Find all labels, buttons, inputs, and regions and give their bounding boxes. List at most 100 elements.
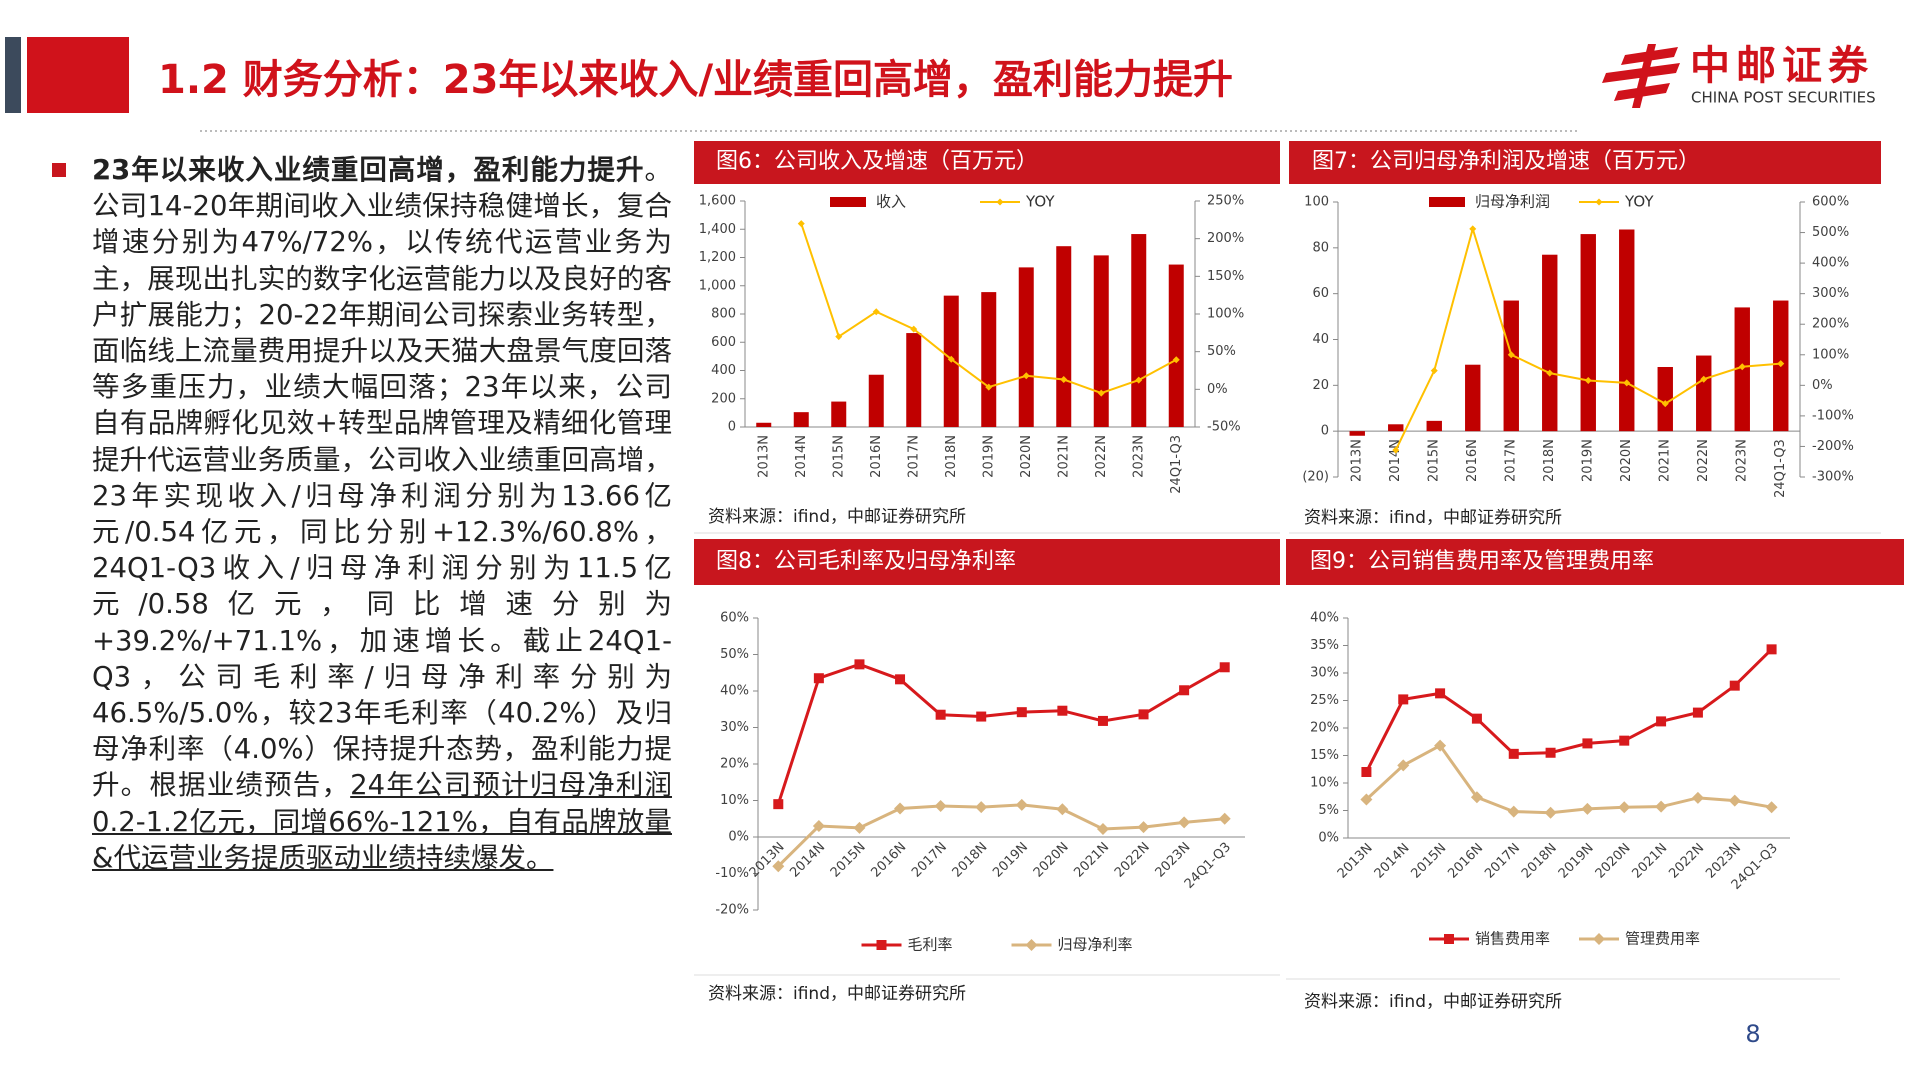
source-note: 资料来源：ifind，中邮证券研究所	[708, 984, 966, 1004]
marker	[1179, 685, 1190, 696]
legend-label: 管理费用率	[1625, 930, 1700, 948]
legend-marker	[1025, 939, 1038, 951]
panel-title: 图6：公司收入及增速（百万元）	[716, 149, 1038, 174]
bar	[1465, 364, 1481, 432]
x-tick-label: 24Q1-Q3	[1169, 435, 1184, 494]
y-tick-label: (20)	[1302, 470, 1329, 485]
y-tick-label: 1,000	[699, 278, 736, 293]
y-tick-label: 600	[711, 335, 736, 350]
source-note: 资料来源：ifind，中邮证券研究所	[708, 507, 966, 527]
y2-tick-label: 0%	[1812, 378, 1833, 393]
marker	[1470, 791, 1483, 804]
source-note: 资料来源：ifind，中邮证券研究所	[1304, 992, 1562, 1012]
legend-label: 毛利率	[908, 936, 953, 954]
legend-marker	[1444, 934, 1454, 944]
y2-tick-label: 600%	[1812, 195, 1849, 210]
y-tick-label: 30%	[1310, 666, 1339, 681]
logo-name: 中邮证券	[1690, 43, 1874, 89]
x-tick-label: 2013N	[1350, 439, 1365, 482]
x-tick-label: 2019N	[990, 840, 1031, 881]
line	[776, 662, 1226, 805]
body-underlined: 24年公司预计归母净利润0.2-1.2亿元，同增66%-121%，自有品牌放量&…	[92, 769, 673, 874]
legend-swatch	[1429, 197, 1465, 207]
legend-swatch	[830, 197, 866, 207]
marker	[1546, 369, 1554, 377]
y2-tick-label: 0%	[1207, 382, 1228, 397]
marker	[813, 673, 824, 684]
marker	[1544, 806, 1557, 819]
chart: 0% 5% 10% 15% 20% 25% 30% 35% 40% 2013N2014N2015N…	[1310, 611, 1790, 948]
marker	[1219, 662, 1230, 673]
marker	[1137, 821, 1150, 834]
marker	[797, 220, 805, 228]
y-tick-label: 10%	[1310, 776, 1339, 791]
marker	[1508, 748, 1519, 759]
x-tick-label: 2017N	[1482, 841, 1523, 882]
x-tick-label: 2019N	[1556, 841, 1597, 882]
y-tick-label: 0	[1321, 424, 1329, 439]
legend-label: 归母净利润	[1475, 193, 1550, 211]
y-tick-label: 30%	[720, 720, 749, 735]
marker	[976, 711, 987, 722]
x-tick-label: 2023N	[1735, 439, 1750, 482]
y-tick-label: 25%	[1310, 693, 1339, 708]
x-tick-label: 2018N	[1542, 439, 1557, 482]
x-tick-label: 2022N	[1112, 840, 1153, 881]
panel-title: 图7：公司归母净利润及增速（百万元）	[1312, 149, 1700, 174]
marker	[1545, 747, 1556, 758]
marker	[1507, 351, 1515, 359]
marker	[1022, 372, 1030, 380]
x-tick-label: 2019N	[981, 435, 996, 478]
marker	[910, 325, 918, 333]
marker	[1691, 791, 1704, 804]
line	[1365, 743, 1772, 815]
marker	[1656, 716, 1667, 727]
y-tick-label: 20	[1312, 378, 1329, 393]
y-tick-label: 35%	[1310, 638, 1339, 653]
x-tick-label: 2015N	[1409, 841, 1450, 882]
marker	[1728, 794, 1741, 807]
marker	[835, 333, 843, 341]
bar	[1388, 424, 1404, 432]
bar	[1503, 300, 1519, 432]
y2-tick-label: 400%	[1812, 256, 1849, 271]
marker	[935, 709, 946, 720]
x-tick-label: 2014N	[787, 840, 828, 881]
y2-tick-label: 500%	[1812, 225, 1849, 240]
marker	[1397, 759, 1410, 772]
y2-tick-label: 50%	[1207, 344, 1236, 359]
y-tick-label: 400	[711, 363, 736, 378]
y2-tick-label: -200%	[1812, 439, 1854, 454]
bar	[868, 374, 884, 427]
bar	[1657, 367, 1673, 432]
marker	[772, 860, 785, 873]
panel-header	[1289, 141, 1881, 184]
marker	[773, 799, 784, 810]
y2-tick-label: 250%	[1207, 194, 1244, 209]
y-tick-label: 1,400	[699, 222, 736, 237]
legend-label: YOY	[1624, 193, 1654, 211]
y-tick-label: 0	[728, 420, 736, 435]
marker	[1766, 644, 1777, 655]
marker	[1056, 803, 1069, 816]
bar	[1168, 264, 1184, 427]
x-tick-label: 2022N	[1094, 435, 1109, 478]
x-tick-label: 2021N	[1658, 439, 1673, 482]
x-tick-label: 2021N	[1630, 841, 1671, 882]
body-bold: 23年以来收入业绩重回高增，盈利能力提升	[92, 154, 645, 186]
x-tick-label: 2021N	[1056, 435, 1071, 478]
x-tick-label: 2022N	[1666, 841, 1707, 882]
marker	[1398, 694, 1409, 705]
x-tick-label: 2015N	[831, 435, 846, 478]
marker	[1361, 767, 1372, 777]
marker	[1623, 379, 1631, 387]
y2-tick-label: -300%	[1812, 470, 1854, 485]
x-tick-label: 2016N	[1465, 439, 1480, 482]
y-tick-label: 0%	[1318, 831, 1339, 846]
legend-label: 销售费用率	[1475, 930, 1550, 948]
marker	[1471, 713, 1482, 724]
y2-tick-label: -50%	[1207, 420, 1241, 435]
marker	[1692, 707, 1703, 718]
bar	[1542, 254, 1558, 432]
